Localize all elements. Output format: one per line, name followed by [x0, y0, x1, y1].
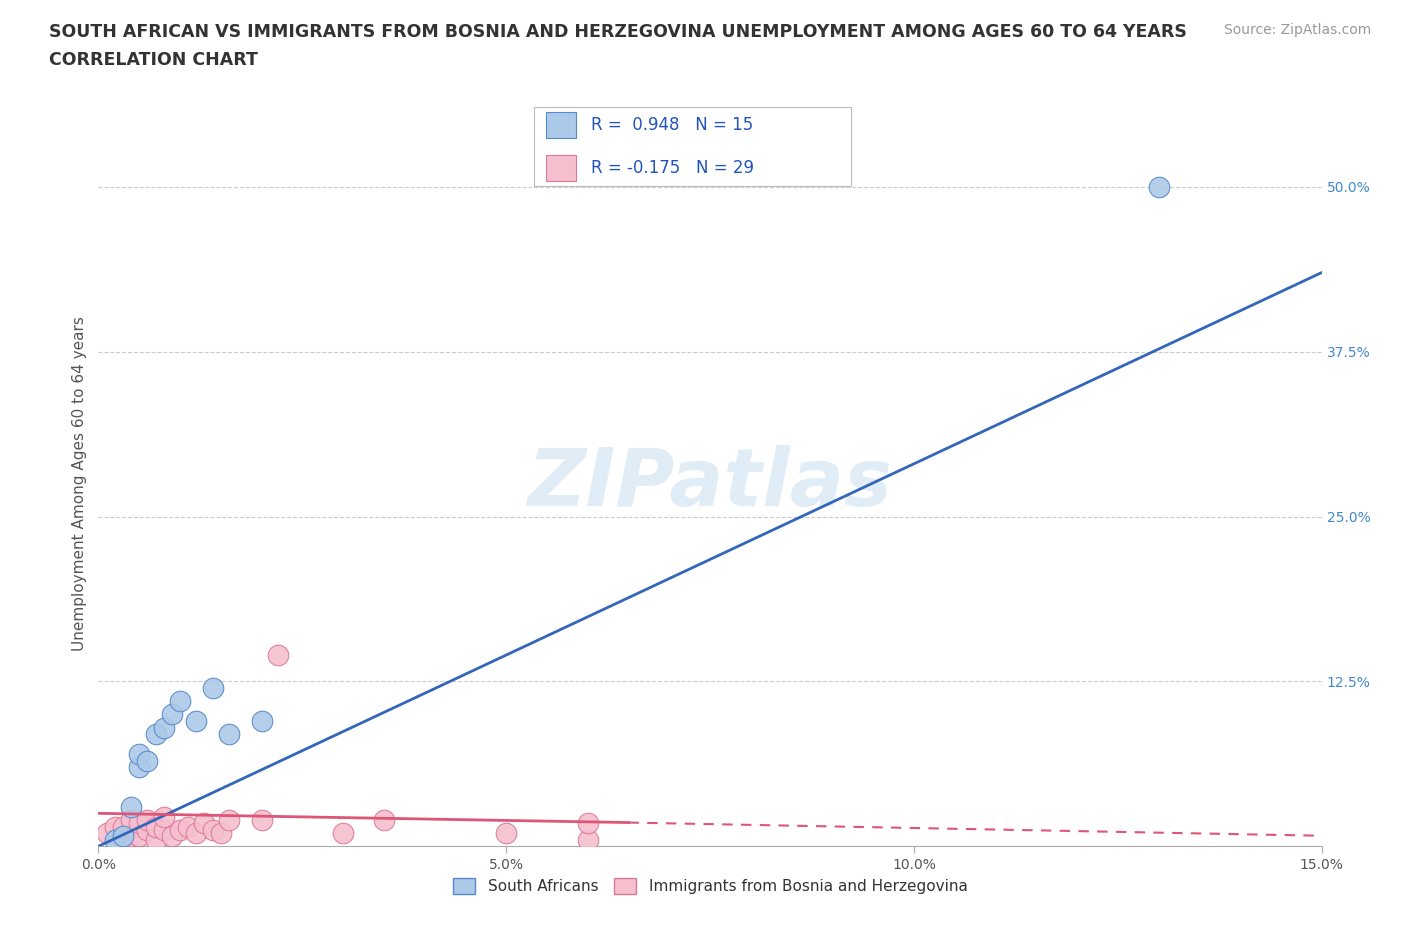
Point	[136, 823, 159, 838]
Point	[136, 813, 159, 828]
Point	[96, 826, 118, 841]
Point	[145, 832, 167, 847]
Point	[145, 819, 167, 834]
Point	[1147, 179, 1170, 194]
Point	[128, 747, 150, 762]
Point	[373, 813, 395, 828]
Point	[128, 760, 150, 775]
Text: R = -0.175   N = 29: R = -0.175 N = 29	[591, 159, 754, 178]
Text: CORRELATION CHART: CORRELATION CHART	[49, 51, 259, 69]
Point	[152, 823, 174, 838]
Point	[128, 815, 150, 830]
Point	[186, 826, 208, 841]
Point	[120, 799, 142, 814]
Point	[120, 829, 142, 844]
Y-axis label: Unemployment Among Ages 60 to 64 years: Unemployment Among Ages 60 to 64 years	[72, 316, 87, 651]
Text: ZIPatlas: ZIPatlas	[527, 445, 893, 523]
Point	[576, 815, 599, 830]
Point	[193, 815, 215, 830]
Point	[267, 647, 290, 662]
Point	[136, 753, 159, 768]
Point	[104, 832, 127, 847]
Point	[250, 713, 273, 728]
Point	[201, 681, 224, 696]
Point	[111, 829, 134, 844]
Point	[201, 823, 224, 838]
Point	[145, 726, 167, 741]
Point	[169, 823, 191, 838]
Point	[120, 813, 142, 828]
Point	[186, 713, 208, 728]
Point	[169, 694, 191, 709]
Point	[104, 819, 127, 834]
Point	[576, 832, 599, 847]
Point	[218, 813, 240, 828]
Point	[152, 810, 174, 825]
Point	[128, 829, 150, 844]
Text: R =  0.948   N = 15: R = 0.948 N = 15	[591, 115, 752, 134]
Point	[152, 720, 174, 735]
Text: Source: ZipAtlas.com: Source: ZipAtlas.com	[1223, 23, 1371, 37]
Point	[218, 726, 240, 741]
Point	[111, 832, 134, 847]
Point	[177, 819, 200, 834]
Point	[209, 826, 232, 841]
Point	[160, 707, 183, 722]
Legend: South Africans, Immigrants from Bosnia and Herzegovina: South Africans, Immigrants from Bosnia a…	[446, 872, 974, 900]
Point	[250, 813, 273, 828]
Point	[160, 829, 183, 844]
Point	[111, 819, 134, 834]
Text: SOUTH AFRICAN VS IMMIGRANTS FROM BOSNIA AND HERZEGOVINA UNEMPLOYMENT AMONG AGES : SOUTH AFRICAN VS IMMIGRANTS FROM BOSNIA …	[49, 23, 1187, 41]
Point	[332, 826, 354, 841]
Point	[495, 826, 517, 841]
